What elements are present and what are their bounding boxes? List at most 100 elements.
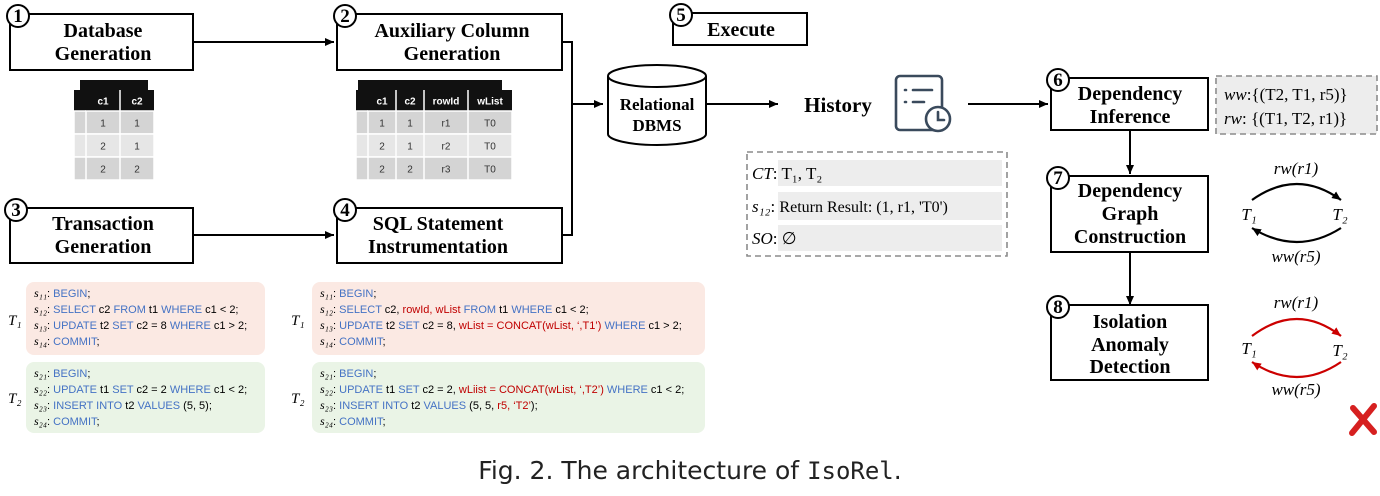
code-line: s₂₃: INSERT INTO t2 VALUES (5, 5);: [34, 398, 212, 412]
sql-keyword: WHERE: [170, 320, 211, 332]
table-header-cell: wList: [476, 97, 503, 108]
code-line: s₁₃: UPDATE t2 SET c2 = 8, wList = CONCA…: [320, 318, 682, 332]
arrow-sql-to-dbms: [562, 104, 573, 236]
step-number: 2: [340, 6, 350, 27]
statement-id: s₁₁: [320, 286, 333, 300]
dbms-label-line1: Relational: [620, 95, 695, 114]
sql-text: ;: [87, 368, 90, 380]
step-auxiliary-column-generation: 2 Auxiliary Column Generation: [333, 4, 563, 71]
code-line: s₁₁: BEGIN;: [34, 286, 90, 300]
step-number: 8: [1053, 297, 1063, 318]
statement-id: s₂₁: [320, 366, 333, 380]
table-header-cell: c1: [376, 97, 388, 108]
anomaly-graph: rw(r1) T₁ T₂ ww(r5): [1241, 293, 1347, 399]
sql-keyword: WHERE: [607, 384, 648, 396]
step-sql-statement-instrumentation: 4 SQL Statement Instrumentation: [333, 198, 563, 264]
sql-keyword: BEGIN: [53, 288, 87, 300]
step-label-line1: SQL Statement: [373, 213, 504, 235]
code-line: s₁₁: BEGIN;: [320, 286, 376, 300]
statement-id: s₁₂: [320, 302, 333, 316]
step-label-line1: Dependency: [1078, 83, 1182, 105]
code-instrumented-t2-label: T₂: [291, 391, 305, 407]
sql-keyword: COMMIT: [53, 336, 98, 348]
rw-label: rw: [1224, 109, 1243, 128]
caption-system-name: IsoRel: [807, 457, 894, 485]
sql-keyword: UPDATE: [53, 320, 97, 332]
step-number: 1: [13, 6, 23, 27]
sql-text: (5, 5);: [180, 400, 212, 412]
svg-text:rw: {(T1, T2, r1)}: rw: {(T1, T2, r1)}: [1224, 109, 1347, 128]
code-instrumented-t1-label: T₁: [291, 313, 305, 329]
anomaly-rw-label: rw(r1): [1274, 293, 1319, 312]
step-label-line2: Generation: [55, 236, 152, 258]
statement-id: s₂₂: [34, 382, 47, 396]
step-label-line2: Inference: [1090, 106, 1171, 128]
table-cell: 1: [407, 142, 413, 153]
sql-text: t1: [146, 304, 161, 316]
graph-node-t2: T₂: [1332, 205, 1347, 224]
sql-keyword: WHERE: [170, 384, 211, 396]
table-cell: 1: [134, 119, 140, 130]
sql-keyword: SET: [398, 384, 420, 396]
table-cell: 2: [100, 165, 106, 176]
sql-keyword: COMMIT: [339, 336, 384, 348]
sql-text: t1: [97, 384, 112, 396]
sql-text: c2,: [382, 304, 403, 316]
sql-text: t2: [383, 320, 398, 332]
database-table-small: c1 c2 1 1 2 1 2 2: [73, 80, 155, 181]
step-execute: 5 Execute: [669, 3, 808, 46]
step-number: 4: [340, 200, 350, 221]
sql-keyword: VALUES: [424, 400, 467, 412]
sql-text: ;: [383, 416, 386, 428]
graph-rw-edge: [1251, 183, 1342, 201]
sql-keyword: FROM: [113, 304, 145, 316]
sql-text: t2: [97, 320, 112, 332]
anomaly-rw-edge: [1251, 318, 1342, 337]
step-label-line1: Dependency: [1078, 180, 1182, 202]
anomaly-ww-edge: [1251, 361, 1342, 378]
sql-text: ;: [383, 336, 386, 348]
sql-keyword: VALUES: [138, 400, 181, 412]
statement-id: s₂₁: [34, 366, 47, 380]
sql-text: t2: [408, 400, 423, 412]
statement-id: s₁₂: [34, 302, 47, 316]
sql-keyword: UPDATE: [53, 384, 97, 396]
statement-id: s₂₄: [320, 414, 333, 428]
statement-id: s₁₃: [320, 318, 333, 332]
code-line: s₂₂: UPDATE t1 SET c2 = 2, wLiist = CONC…: [320, 382, 684, 396]
instrumented-fragment: r5, ‘T2’: [497, 400, 531, 412]
sql-keyword: UPDATE: [339, 384, 383, 396]
dependencies-box: ww:{(T2, T1, r5)} rw: {(T1, T2, r1)}: [1215, 75, 1378, 135]
statement-id: s₂₃: [320, 398, 333, 412]
table-cell: T0: [484, 165, 496, 176]
table-cell: T0: [484, 142, 496, 153]
step-label-line1: Transaction: [52, 213, 154, 235]
sql-keyword: WHERE: [161, 304, 202, 316]
ww-label: ww: [1224, 85, 1247, 104]
sql-text: c1 < 2;: [552, 304, 588, 316]
s12-label: s₁₂: [752, 197, 771, 216]
dependency-graph: rw(r1) T₁ T₂ ww(r5): [1241, 159, 1347, 266]
statement-id: s₂₂: [320, 382, 333, 396]
statement-id: s₁₄: [320, 334, 333, 348]
sql-text: c2 = 2,: [419, 384, 458, 396]
code-line: s₁₄: COMMIT;: [34, 334, 100, 348]
step-number: 3: [11, 200, 21, 221]
step-label-line2: Anomaly: [1091, 334, 1169, 356]
code-line: s₁₂: SELECT c2 FROM t1 WHERE c1 < 2;: [34, 302, 239, 316]
dbms-label-line2: DBMS: [632, 116, 681, 135]
diagram-canvas: 1 Database Generation 2 Auxiliary Column…: [4, 3, 1378, 436]
graph-ww-label: ww(r5): [1271, 247, 1320, 266]
code-line: s₂₄: COMMIT;: [320, 414, 386, 428]
sql-text: ;: [373, 288, 376, 300]
sql-keyword: WHERE: [604, 320, 645, 332]
sql-keyword: BEGIN: [339, 288, 373, 300]
anomaly-node-t1: T₁: [1241, 339, 1256, 358]
caption-suffix: .: [893, 456, 902, 485]
anomaly-ww-label: ww(r5): [1271, 380, 1320, 399]
ww-value: :{(T2, T1, r5)}: [1247, 85, 1348, 104]
step-number: 5: [676, 5, 686, 26]
sql-text: c1 < 2;: [202, 304, 238, 316]
statement-id: s₁₁: [34, 286, 47, 300]
